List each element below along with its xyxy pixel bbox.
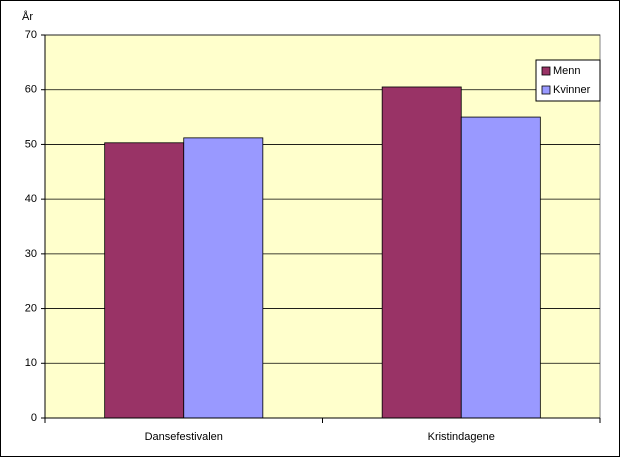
- y-axis-label: År: [22, 10, 33, 23]
- y-tick-label: 70: [25, 29, 37, 41]
- bar: [104, 142, 185, 419]
- bar: [381, 86, 462, 419]
- y-tick-label: 30: [25, 248, 37, 260]
- y-tick-label: 40: [25, 193, 37, 205]
- x-tick-label: Kristindagene: [428, 431, 495, 443]
- legend-label: Menn: [553, 65, 581, 77]
- bar: [460, 116, 541, 419]
- y-tick-label: 0: [31, 412, 37, 424]
- legend-swatch: [541, 66, 551, 76]
- legend-label: Kvinner: [553, 84, 591, 96]
- y-tick-label: 60: [25, 84, 37, 96]
- bar: [183, 137, 264, 419]
- y-tick-label: 20: [25, 302, 37, 314]
- y-tick-label: 50: [25, 138, 37, 150]
- x-tick-label: Dansefestivalen: [145, 431, 223, 443]
- y-tick-label: 10: [25, 357, 37, 369]
- legend-swatch: [541, 85, 551, 95]
